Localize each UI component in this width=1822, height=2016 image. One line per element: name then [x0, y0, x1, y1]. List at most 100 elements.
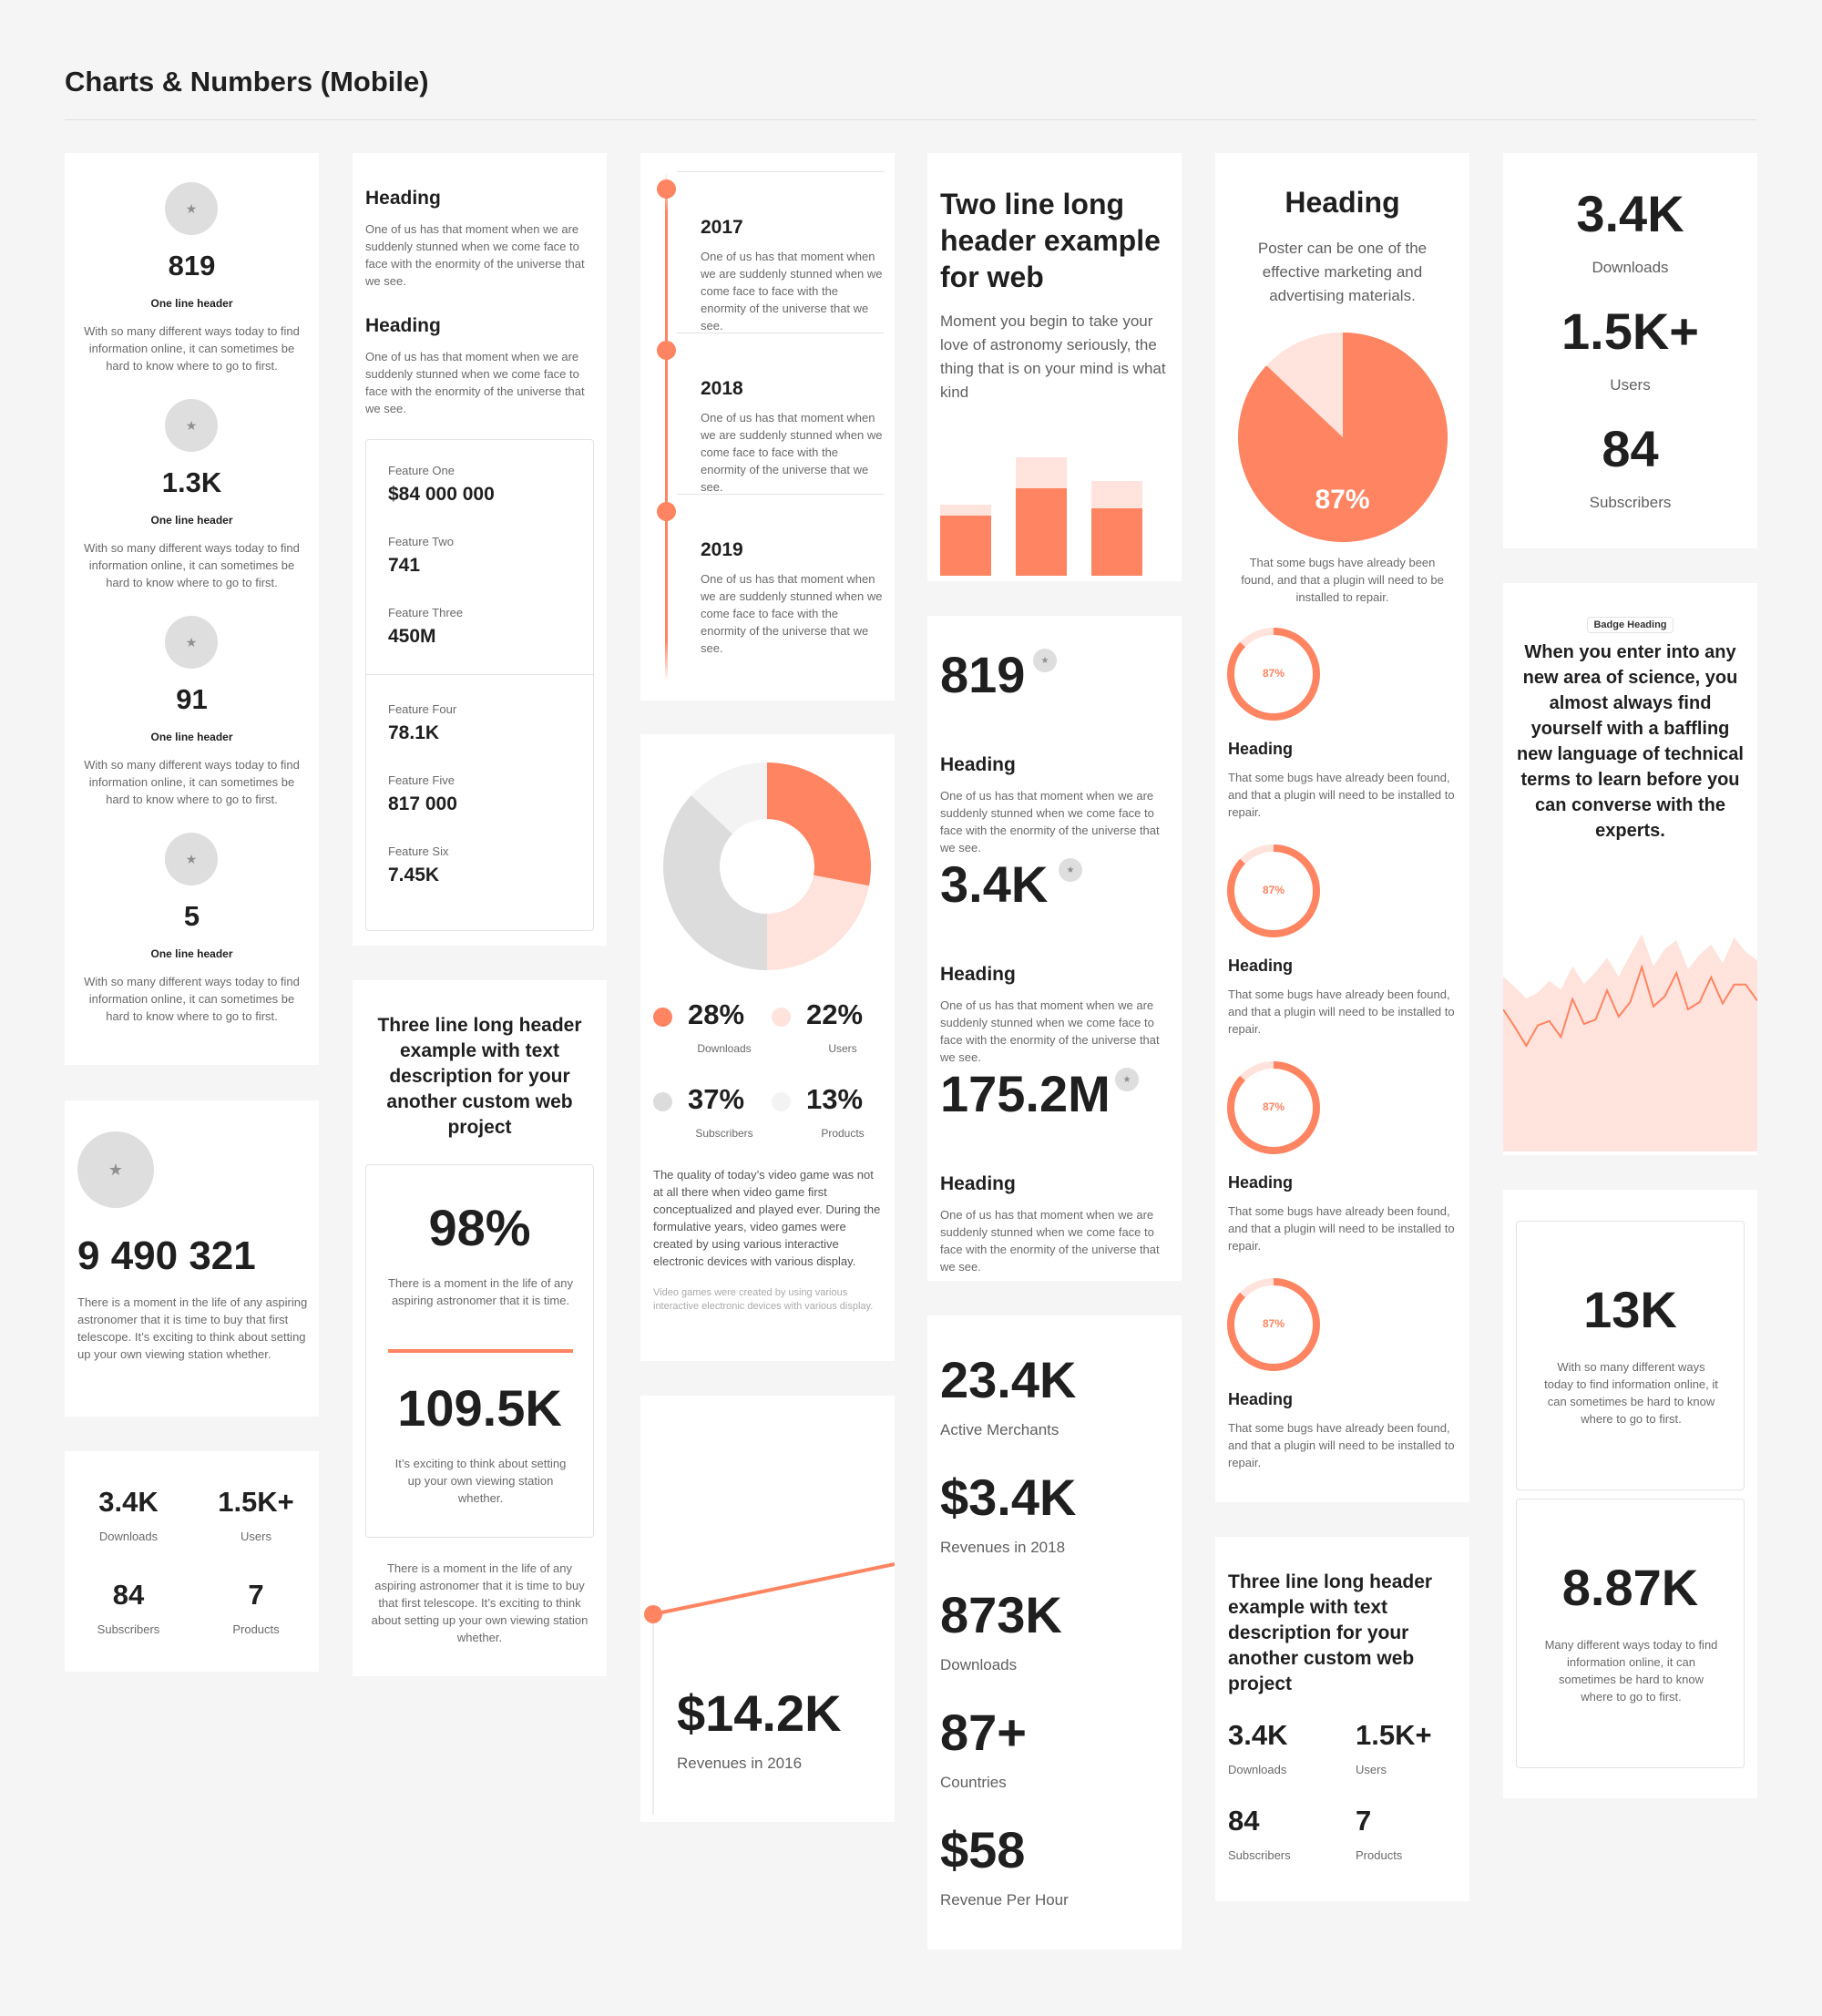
features-card: Heading One of us has that moment when we… [353, 153, 607, 946]
three-line-footer: There is a moment in the life of any asp… [371, 1561, 589, 1644]
metric-label: Revenues in 2018 [940, 1539, 1066, 1556]
grid-stat-value: 7 [1356, 1805, 1372, 1837]
heading-title: Heading [365, 315, 441, 336]
revenue-line-chart [644, 1562, 895, 1815]
ring-progress [1227, 1061, 1320, 1154]
grid-stat-label: Downloads [98, 1530, 159, 1543]
heading-text: One of us has that moment when we are su… [365, 350, 585, 415]
ring-text: That some bugs have already been found, … [1228, 771, 1455, 819]
heading-stat-text: One of us has that moment when we are su… [940, 998, 1160, 1064]
stat-box-value: 13K [1583, 1281, 1677, 1338]
grid-stat-value: 3.4K [98, 1486, 159, 1518]
grid-stat-value: 7 [248, 1579, 264, 1611]
timeline-year: 2019 [701, 539, 743, 560]
stat-header: One line header [150, 514, 233, 527]
progress-ring [1227, 1061, 1320, 1154]
metric-value: 87+ [940, 1704, 1027, 1761]
ring-text: That some bugs have already been found, … [1228, 1204, 1455, 1253]
pie-card-text: That some bugs have already been found, … [1241, 556, 1444, 604]
timeline-dot [657, 179, 676, 199]
three-line-grid-card: Three line long header example with text… [1215, 1537, 1469, 1901]
bar-value [1091, 508, 1142, 576]
stack-stats-card: 3.4K Downloads 1.5K+ Users 84 Subscribers [1503, 153, 1757, 548]
grid-stat-value: 84 [1228, 1805, 1260, 1837]
stat-header: One line header [150, 947, 233, 960]
pie-card-subtitle: Poster can be one of the effective marke… [1257, 240, 1428, 304]
donut-card: 28% Downloads 22% Users 37% Subscribers 13% Pro… [640, 734, 895, 1361]
grid-stat-label: Subscribers [97, 1622, 160, 1636]
heading-stat-heading: Heading [940, 754, 1016, 775]
stack-stat-value: 1.5K+ [1561, 302, 1699, 360]
ring-heading: Heading [1228, 1173, 1294, 1192]
feature-label: Feature Two [388, 535, 455, 548]
grid-stat-value: 1.5K+ [218, 1486, 294, 1518]
badge: Badge Heading [1503, 616, 1757, 633]
heading-stat-value: 819 [940, 646, 1026, 703]
timeline-text: One of us has that moment when we are su… [701, 572, 883, 655]
progress-ring [1227, 844, 1320, 937]
legend-value: 28% [688, 998, 745, 1030]
heading-stat-heading: Heading [940, 1173, 1016, 1194]
legend-value: 22% [806, 998, 864, 1030]
boxes-card: 13K With so many different ways today to … [1503, 1190, 1757, 1798]
pie-chart [1238, 333, 1448, 542]
timeline-text: One of us has that moment when we are su… [701, 411, 883, 494]
star-icon: ★ [165, 182, 218, 235]
legend-label: Subscribers [695, 1127, 753, 1140]
heading-stat-text: One of us has that moment when we are su… [940, 1208, 1160, 1274]
stat-box: 13K With so many different ways today to … [1516, 1221, 1745, 1490]
legend-value: 37% [688, 1083, 745, 1115]
feature-label: Feature Four [388, 702, 457, 716]
stat-header: One line header [150, 297, 233, 310]
stat-value: 5 [183, 900, 200, 932]
ring-heading: Heading [1228, 957, 1294, 975]
two-line-text: Moment you begin to take your love of as… [940, 312, 1166, 401]
legend-label: Users [828, 1042, 857, 1055]
stat-description: With so many different ways today to fin… [84, 758, 300, 806]
feature-value: 741 [388, 555, 421, 576]
area-line [1503, 964, 1757, 1048]
donut-slice [767, 875, 869, 970]
stat-description: With so many different ways today to fin… [84, 324, 300, 373]
grid-stat-value: 1.5K+ [1356, 1719, 1432, 1751]
timeline-year: 2017 [701, 217, 743, 238]
bar-value [1016, 488, 1067, 576]
two-line-card: Two line long header example for web Mom… [927, 153, 1182, 581]
ring-label: 87% [1262, 884, 1285, 896]
donut-slice [767, 762, 871, 886]
metric-label: Downloads [940, 1656, 1018, 1673]
star-icon: ★ [77, 1131, 154, 1208]
timeline-dot [657, 502, 676, 521]
three-line-grid-title: Three line long header example with text… [1228, 1571, 1433, 1694]
stat-box-value: 8.87K [1561, 1559, 1699, 1616]
heading-stat-text: One of us has that moment when we are su… [940, 789, 1160, 854]
revenue-line [652, 1562, 895, 1616]
metric-label: Active Merchants [940, 1421, 1059, 1438]
metric-value: $3.4K [940, 1469, 1077, 1526]
feature-label: Feature One [388, 464, 455, 477]
pie-slice-main [1238, 333, 1448, 542]
progress-ring [1227, 628, 1320, 721]
ring-heading: Heading [1228, 1390, 1294, 1408]
features-divider [366, 674, 593, 675]
metric-value: 873K [940, 1586, 1062, 1643]
stat-98-value: 98% [428, 1199, 531, 1256]
area-fill [1503, 934, 1757, 1151]
stat-description: With so many different ways today to fin… [84, 541, 300, 589]
metric-value: 23.4K [940, 1351, 1077, 1408]
progress-ring [1227, 1278, 1320, 1371]
revenue-value: $14.2K [677, 1684, 842, 1742]
metric-value: $58 [940, 1821, 1026, 1878]
page-title: Charts & Numbers (Mobile) [65, 66, 429, 97]
ring-progress [1227, 1278, 1320, 1371]
timeline-year: 2018 [701, 378, 743, 399]
legend-label: Downloads [697, 1042, 752, 1055]
donut-slice [691, 762, 767, 834]
badge-area-card: Badge Heading When you enter into any ne… [1503, 583, 1757, 1155]
timeline-dot [657, 341, 676, 360]
ring-label: 87% [1262, 1100, 1285, 1113]
star-icon: ★ [1115, 1068, 1139, 1091]
accent-divider [388, 1349, 573, 1353]
star-icon: ★ [1033, 649, 1057, 672]
heading-stat-heading: Heading [940, 964, 1016, 985]
